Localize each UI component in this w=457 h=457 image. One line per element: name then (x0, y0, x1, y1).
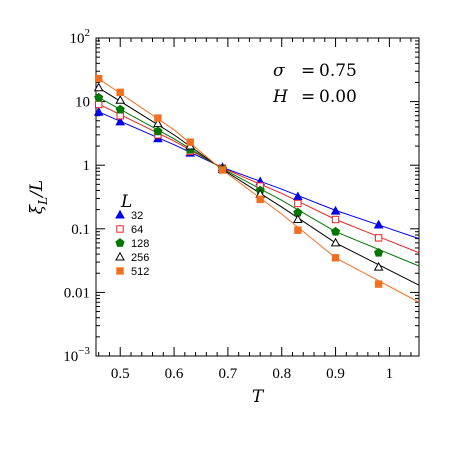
tick-labels: 0.5 0.6 0.7 0.8 0.9 1 10−3 0.01 0.1 1 10 102 (63, 27, 393, 382)
data-markers (93, 74, 384, 288)
x-axis-label: T (252, 387, 265, 407)
y-axis-label-main: ξ (27, 203, 47, 214)
legend-marker-512 (116, 267, 124, 275)
svg-text:=: = (301, 87, 315, 107)
y-axis-label: ξL/L (27, 180, 50, 214)
data-point-32 (293, 191, 303, 201)
legend-label-128: 128 (131, 238, 149, 250)
y-tick-label: 1 (83, 158, 91, 174)
data-point-512 (256, 195, 264, 204)
data-point-64 (94, 100, 103, 109)
data-point-128 (374, 247, 384, 257)
data-point-64 (294, 199, 302, 208)
legend-marker-64 (116, 225, 124, 233)
data-point-64 (374, 234, 383, 242)
annotation-sigma: σ = 0.75 (273, 61, 357, 81)
data-point-512 (374, 280, 383, 288)
svg-text:0.75: 0.75 (319, 61, 357, 81)
y-tick-label: 0.01 (64, 285, 90, 301)
fit-line-64 (95, 102, 420, 254)
legend-marker-128 (115, 238, 125, 247)
legend-label-256: 256 (131, 252, 149, 264)
legend-label-32: 32 (131, 210, 143, 222)
data-point-512 (186, 138, 194, 146)
data-point-128 (153, 126, 163, 136)
x-tick-label: 0.8 (272, 366, 291, 382)
data-point-512 (294, 226, 302, 234)
svg-text:0.00: 0.00 (319, 87, 357, 107)
data-point-32 (93, 107, 104, 116)
x-tick-label: 0.7 (219, 366, 238, 382)
data-point-512 (154, 114, 162, 122)
data-point-512 (331, 254, 340, 262)
data-point-64 (116, 112, 124, 120)
data-point-512 (218, 166, 227, 174)
legend-label-64: 64 (131, 224, 143, 236)
legend: L 32 64 128 256 512 (115, 192, 149, 278)
legend-label-512: 512 (131, 266, 149, 278)
data-point-256 (153, 118, 163, 128)
y-tick-label: 0.1 (71, 222, 90, 238)
y-axis-label-suffix: /L (27, 180, 47, 199)
data-point-32 (373, 219, 384, 229)
svg-text:ξL/L: ξL/L (27, 180, 50, 214)
data-point-128 (330, 226, 341, 236)
fit-line-32 (95, 110, 420, 240)
data-point-32 (115, 116, 126, 126)
svg-text:H: H (272, 87, 289, 107)
x-tick-label: 0.5 (111, 366, 130, 382)
data-point-256 (330, 237, 341, 247)
x-tick-label: 0.6 (165, 366, 184, 382)
data-point-512 (94, 74, 103, 83)
data-point-128 (94, 92, 104, 102)
svg-text:=: = (301, 61, 315, 81)
data-point-512 (116, 88, 124, 97)
legend-marker-32 (115, 209, 125, 219)
data-point-256 (373, 261, 384, 271)
data-point-256 (115, 95, 126, 104)
legend-title: L (120, 192, 132, 212)
svg-text:σ: σ (273, 61, 285, 81)
y-tick-label: 102 (70, 27, 91, 47)
data-point-256 (293, 214, 303, 224)
x-tick-label: 0.9 (326, 366, 345, 382)
y-tick-label: 10−3 (63, 345, 90, 365)
x-tick-label: 1 (386, 366, 394, 382)
data-point-32 (330, 205, 341, 215)
legend-marker-256 (115, 251, 125, 261)
y-tick-label: 10 (75, 95, 90, 111)
data-point-64 (331, 215, 340, 224)
annotation-h: H = 0.00 (272, 87, 357, 107)
data-point-128 (115, 104, 125, 114)
y-axis-label-sub: L (36, 197, 50, 206)
data-point-256 (93, 82, 104, 92)
plot-frame (95, 37, 420, 357)
